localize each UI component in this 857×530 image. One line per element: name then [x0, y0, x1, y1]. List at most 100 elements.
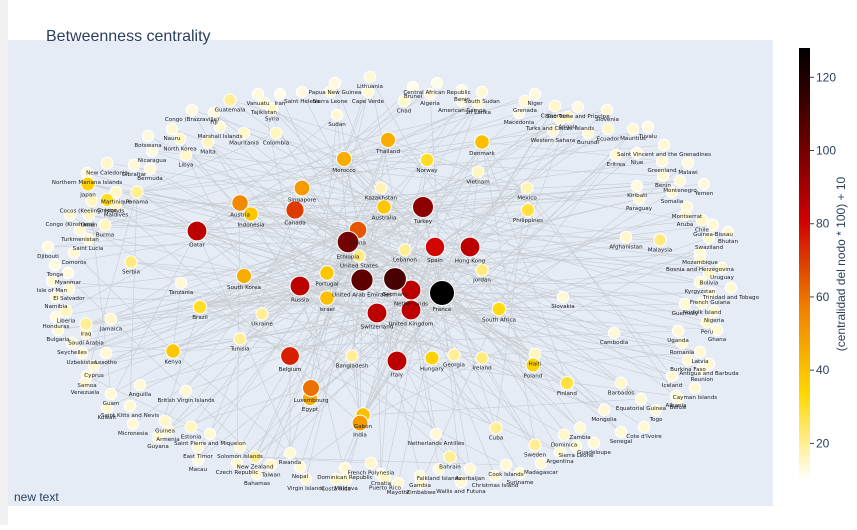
- node-north-korea[interactable]: [173, 132, 187, 146]
- node-bulgaria[interactable]: [51, 323, 65, 337]
- node-cameroon[interactable]: [548, 99, 562, 113]
- node-russia[interactable]: [289, 275, 311, 297]
- node-angola[interactable]: [561, 110, 575, 124]
- node-virgin-islands[interactable]: [299, 472, 313, 486]
- node-puerto-rico[interactable]: [378, 471, 392, 485]
- node-serbia[interactable]: [124, 255, 138, 269]
- node-niger[interactable]: [528, 87, 542, 101]
- node-uzbekistan[interactable]: [75, 346, 89, 360]
- node-seychelles[interactable]: [65, 336, 79, 350]
- node-el-salvador[interactable]: [62, 282, 76, 296]
- node-central-african-republic[interactable]: [430, 76, 444, 90]
- node-morocco[interactable]: [335, 150, 353, 168]
- node-burundi[interactable]: [581, 126, 595, 140]
- node-iceland[interactable]: [665, 369, 679, 383]
- node-cyprus[interactable]: [87, 359, 101, 373]
- node-ireland[interactable]: [475, 351, 489, 365]
- node-chad[interactable]: [397, 94, 411, 108]
- node-niue[interactable]: [630, 146, 644, 160]
- node-cocos-keeling-islands[interactable]: [85, 194, 99, 208]
- node-algeria[interactable]: [423, 87, 437, 101]
- node-taiwan[interactable]: [264, 458, 278, 472]
- node-south-sudan[interactable]: [475, 85, 489, 99]
- node-afghanistan[interactable]: [619, 230, 633, 244]
- node-bahrain[interactable]: [443, 450, 457, 464]
- node-uruguay[interactable]: [715, 261, 729, 275]
- node-british-virgin-islands[interactable]: [179, 384, 193, 398]
- node-nepal[interactable]: [293, 460, 307, 474]
- node-thailand[interactable]: [379, 131, 397, 149]
- node-burkina-faso[interactable]: [681, 353, 695, 367]
- node-ethiopia[interactable]: [336, 230, 360, 254]
- node-south-korea[interactable]: [235, 267, 253, 285]
- node-sierra-leone[interactable]: [323, 85, 337, 99]
- node-congo-kinshasa-[interactable]: [63, 208, 77, 222]
- node-sierra-leone[interactable]: [569, 439, 583, 453]
- node-greenland[interactable]: [655, 154, 669, 168]
- node-japan[interactable]: [80, 176, 96, 192]
- node-kuwait[interactable]: [100, 401, 114, 415]
- node-switzerland[interactable]: [366, 302, 388, 324]
- node-indonesia[interactable]: [243, 206, 259, 222]
- node-saint-vincent-and-the-grenadines[interactable]: [657, 138, 671, 152]
- node-guatemala[interactable]: [223, 93, 237, 107]
- node-montenegro[interactable]: [673, 174, 687, 188]
- node-french-polynesia[interactable]: [364, 456, 378, 470]
- node-turkey[interactable]: [412, 196, 434, 218]
- node-zimbabwe[interactable]: [414, 476, 428, 490]
- node-australia[interactable]: [376, 199, 392, 215]
- node-trinidad-and-tobago[interactable]: [724, 281, 738, 295]
- node-bahamas[interactable]: [250, 467, 264, 481]
- node-fiji[interactable]: [207, 106, 221, 120]
- node-mayotte[interactable]: [391, 476, 405, 490]
- node-vietnam[interactable]: [471, 165, 485, 179]
- node-germany[interactable]: [383, 267, 407, 291]
- node-iran[interactable]: [273, 87, 287, 101]
- node-antigua-and-barbuda[interactable]: [702, 357, 716, 371]
- node-argentina[interactable]: [553, 445, 567, 459]
- node-uganda[interactable]: [671, 324, 685, 338]
- node-united-arab-emirates[interactable]: [350, 268, 374, 292]
- node-micronesia[interactable]: [126, 417, 140, 431]
- node-qatar[interactable]: [186, 220, 208, 242]
- node-grenada[interactable]: [518, 94, 532, 108]
- node-denmark[interactable]: [474, 134, 490, 150]
- node-isle-of-man[interactable]: [45, 274, 59, 288]
- node-malawi[interactable]: [681, 156, 695, 170]
- node-italy[interactable]: [386, 350, 408, 372]
- node-lebanon[interactable]: [398, 243, 412, 257]
- node-canada[interactable]: [285, 200, 305, 220]
- node-oman[interactable]: [82, 208, 96, 222]
- node-saint-kitts-and-nevis[interactable]: [123, 399, 137, 413]
- node-israel[interactable]: [319, 290, 335, 306]
- node-singapore[interactable]: [293, 179, 311, 197]
- node-anguilla[interactable]: [133, 378, 147, 392]
- node-guinea[interactable]: [158, 414, 172, 428]
- node-somalia[interactable]: [665, 185, 679, 199]
- node-cote-d-ivoire[interactable]: [637, 420, 651, 434]
- node-senegal[interactable]: [614, 425, 628, 439]
- node-venezuela[interactable]: [78, 376, 92, 390]
- node-tuvalu[interactable]: [641, 120, 655, 134]
- node-mauritius[interactable]: [626, 122, 640, 136]
- node-malta[interactable]: [201, 135, 215, 149]
- node-christmas-island[interactable]: [488, 469, 502, 483]
- node-saint-lucia[interactable]: [81, 232, 95, 246]
- node-cook-islands[interactable]: [499, 458, 513, 472]
- node-vanuatu[interactable]: [251, 87, 265, 101]
- node-guadeloupe[interactable]: [587, 436, 601, 450]
- node-latvia[interactable]: [693, 345, 707, 359]
- node-brunei[interactable]: [406, 80, 420, 94]
- node-cayman-islands[interactable]: [688, 381, 702, 395]
- node-sao-tome-and-principe[interactable]: [571, 100, 585, 114]
- node-kyrgyzstan[interactable]: [693, 275, 707, 289]
- node-ghana[interactable]: [710, 323, 724, 337]
- node-ecuador[interactable]: [601, 122, 615, 136]
- node-mongolia[interactable]: [597, 403, 611, 417]
- node-united-states[interactable]: [352, 249, 366, 263]
- node-solomon-islands[interactable]: [233, 440, 247, 454]
- node-lithuania[interactable]: [363, 70, 377, 84]
- node-botswana[interactable]: [141, 129, 155, 143]
- node-guyana[interactable]: [151, 430, 165, 444]
- node-tunisia[interactable]: [233, 332, 247, 346]
